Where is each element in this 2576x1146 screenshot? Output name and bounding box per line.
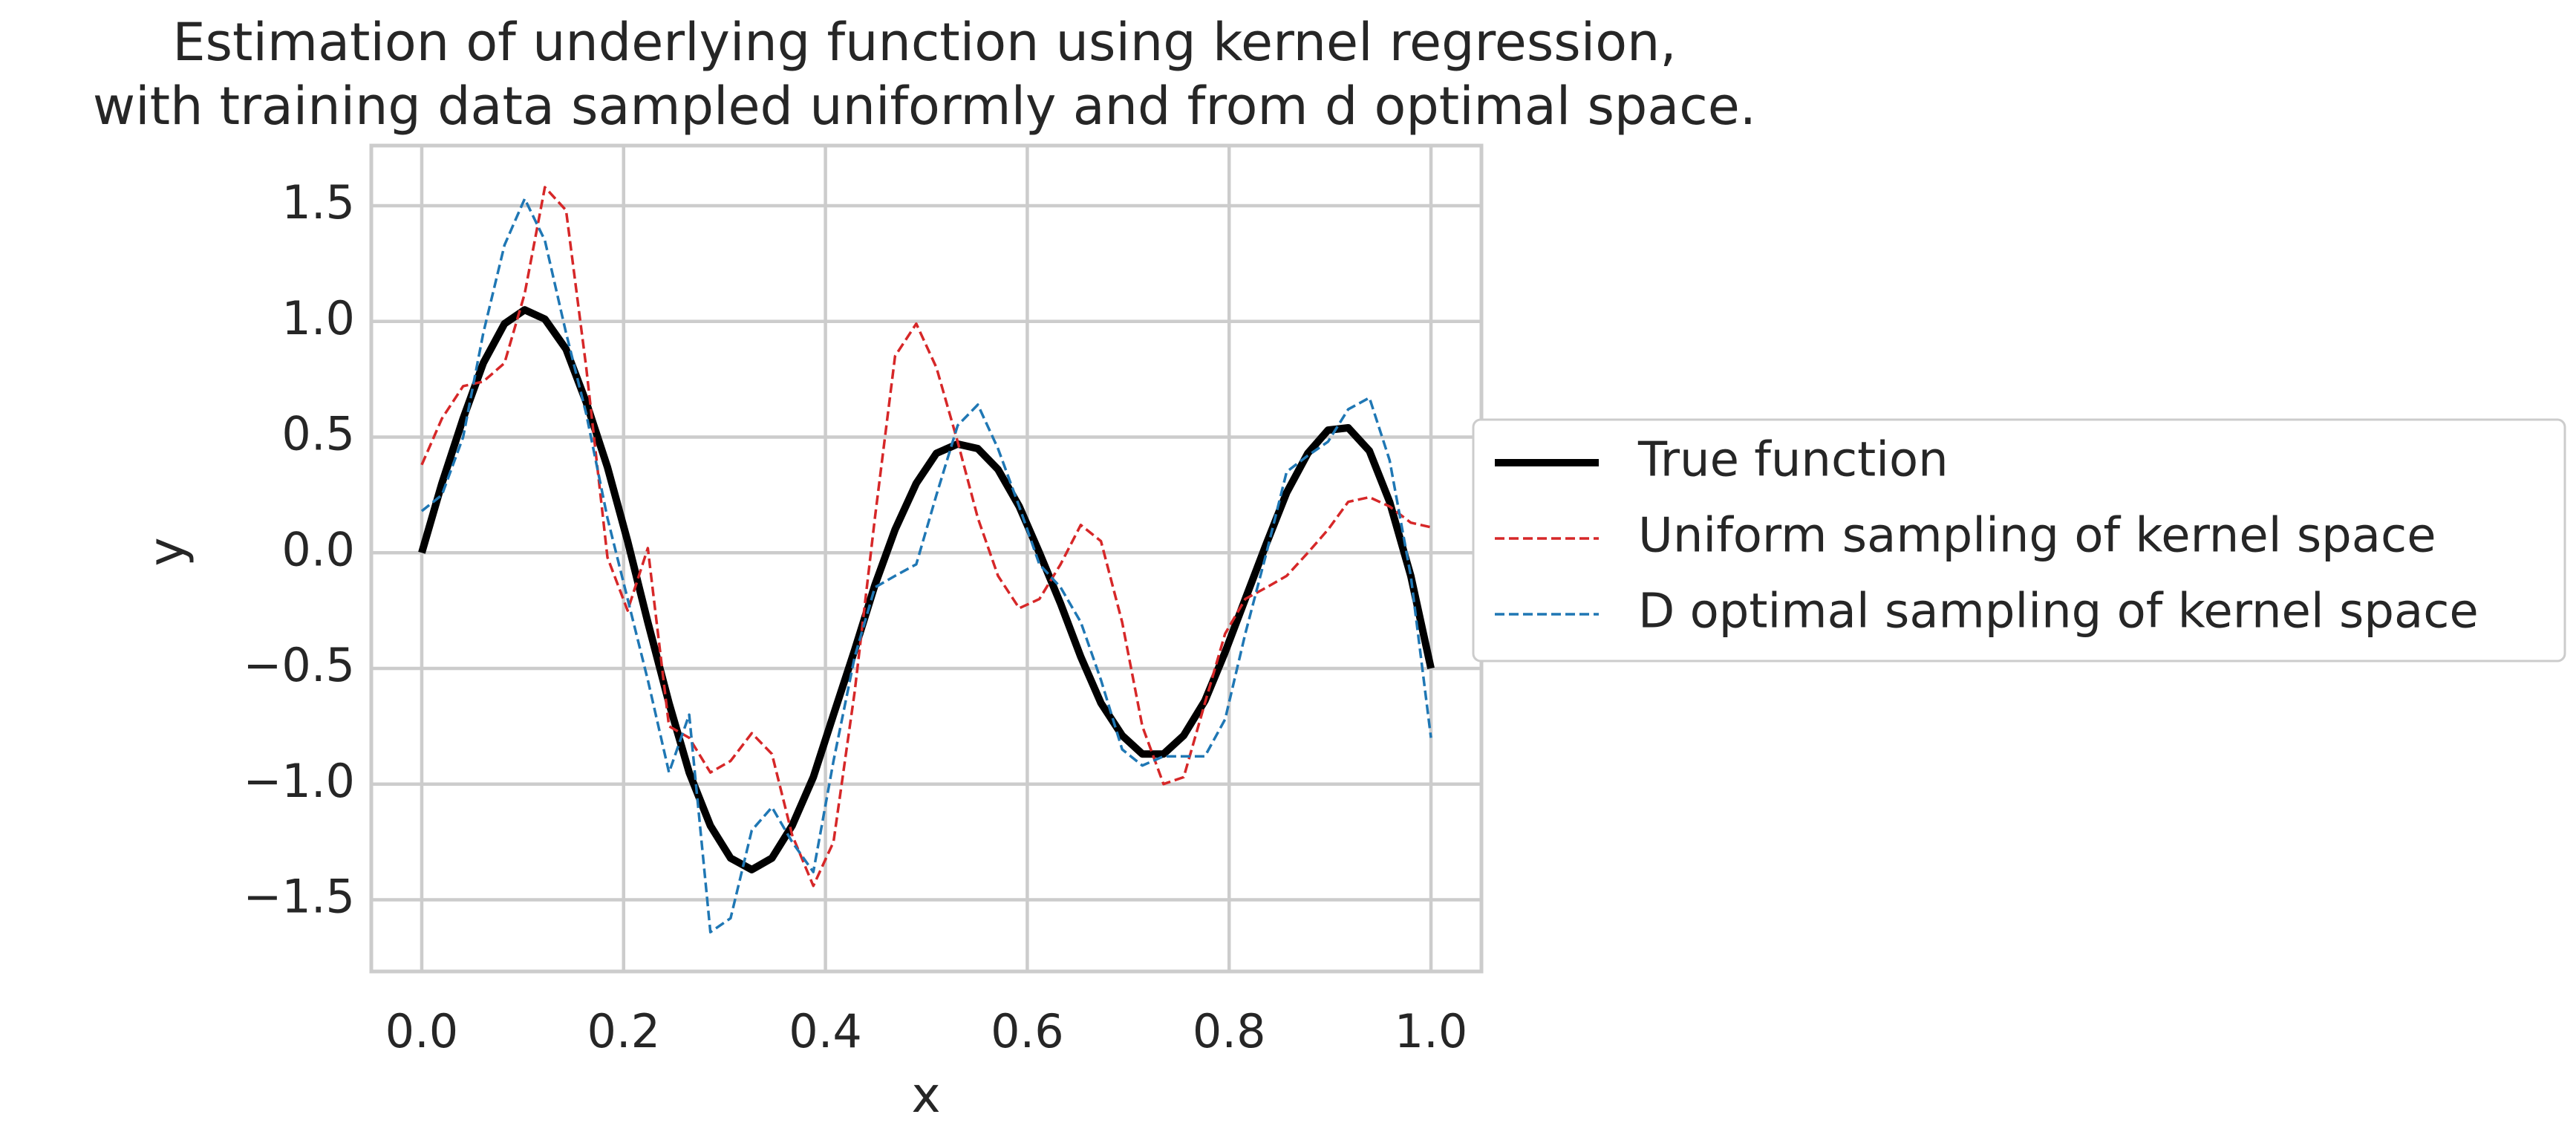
y-tick-label: −1.0: [243, 754, 355, 808]
x-tick-label: 0.2: [587, 1004, 660, 1058]
x-tick-label: 0.4: [789, 1004, 862, 1058]
legend-box: [1472, 418, 2566, 662]
x-tick-label: 1.0: [1395, 1004, 1468, 1058]
line-series: [418, 306, 1435, 873]
y-tick-label: 1.5: [281, 175, 355, 229]
plot-frame: [369, 143, 1484, 974]
legend-label: True function: [1637, 433, 1949, 488]
x-tick-label: 0.6: [991, 1004, 1064, 1058]
legend-label: D optimal sampling of kernel space: [1638, 585, 2479, 639]
x-axis-label: x: [911, 1067, 940, 1124]
y-tick-label: 0.0: [281, 522, 355, 576]
chart-title: Estimation of underlying function using …: [93, 12, 1756, 137]
line-series: [420, 186, 1432, 888]
y-tick-label: 0.5: [281, 407, 355, 461]
y-axis-label: y: [138, 537, 195, 566]
x-tick-label: 0.0: [385, 1004, 459, 1058]
y-tick-label: 1.0: [281, 291, 355, 345]
y-tick-label: −0.5: [243, 638, 355, 692]
x-tick-label: 0.8: [1193, 1004, 1266, 1058]
y-tick-label: −1.5: [243, 870, 355, 924]
legend-label: Uniform sampling of kernel space: [1638, 509, 2436, 564]
line-series: [420, 197, 1432, 934]
